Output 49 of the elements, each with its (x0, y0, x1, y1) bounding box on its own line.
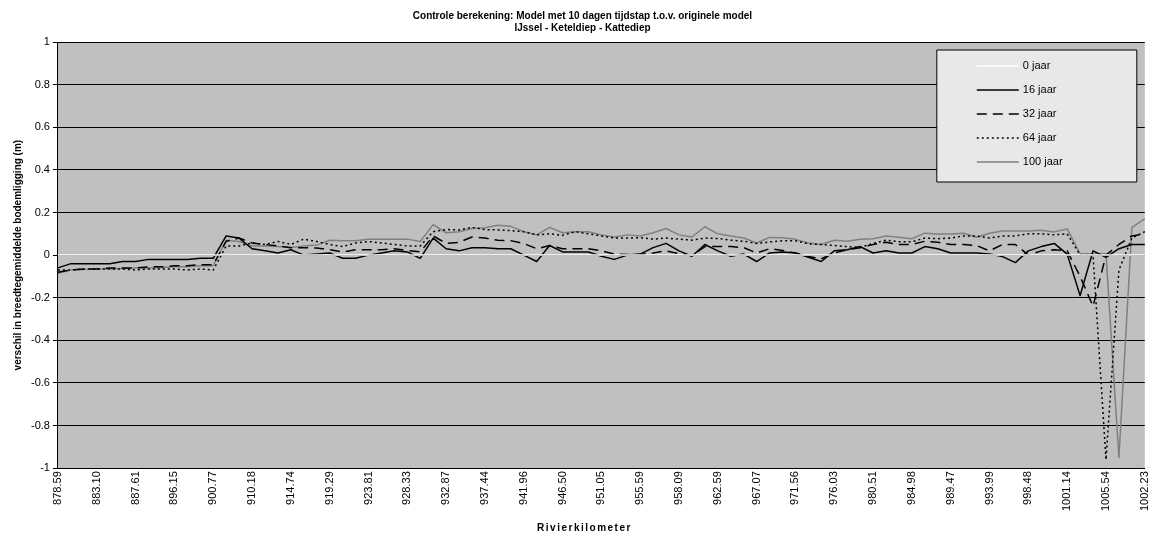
x-tick-label: 989.47 (943, 471, 956, 505)
y-tick-label: -0.8 (30, 418, 50, 431)
y-tick-label: -1 (40, 461, 50, 474)
x-tick-label: 976.03 (827, 471, 840, 505)
x-tick-label: 1005.54 (1099, 471, 1112, 511)
legend-label: 16 jaar (1022, 83, 1057, 96)
x-axis-title: Rivierkilometer (536, 522, 633, 533)
x-tick-label: 951.05 (594, 471, 607, 505)
legend-label: 64 jaar (1022, 131, 1057, 144)
y-tick-label: 0 (43, 248, 50, 261)
y-tick-label: 0.4 (34, 162, 50, 175)
x-tick-label: 958.09 (672, 471, 685, 505)
x-tick-label: 984.98 (904, 471, 917, 505)
x-tick-label: 993.99 (982, 471, 995, 505)
x-tick-label: 946.50 (555, 471, 568, 505)
x-tick-label: 928.33 (400, 471, 413, 505)
legend-label: 32 jaar (1022, 107, 1057, 120)
y-tick-label: 0.2 (34, 205, 50, 218)
x-tick-label: 955.59 (633, 471, 646, 505)
x-tick-label: 919.29 (322, 471, 335, 505)
y-tick-label: -0.6 (30, 376, 50, 389)
x-tick-label: 914.74 (283, 471, 296, 505)
x-tick-label: 896.15 (167, 471, 180, 505)
x-tick-label: 967.07 (749, 471, 762, 505)
x-tick-label: 900.77 (206, 471, 219, 505)
x-tick-label: 971.56 (788, 471, 801, 505)
x-tick-label: 883.10 (89, 471, 102, 505)
x-tick-label: 980.51 (866, 471, 879, 505)
x-tick-label: 937.44 (477, 471, 490, 505)
x-tick-label: 878.59 (50, 471, 63, 505)
chart-subtitle: IJssel - Keteldiep - Kattediep (514, 21, 651, 33)
x-tick-label: 887.61 (128, 471, 141, 505)
legend-label: 0 jaar (1022, 59, 1051, 72)
chart-title: Controle berekening: Model met 10 dagen tijdstap t.o.v. originele model (412, 9, 753, 21)
y-tick-label: 1 (43, 35, 50, 48)
x-tick-label: 962.59 (710, 471, 723, 505)
x-tick-label: 1001.14 (1060, 471, 1073, 511)
y-tick-label: -0.2 (30, 290, 50, 303)
y-tick-label: 0.8 (34, 77, 50, 90)
x-tick-label: 923.81 (361, 471, 374, 505)
y-tick-label: -0.4 (30, 333, 50, 346)
x-tick-label: 1002.23 (1137, 471, 1150, 511)
x-tick-label: 998.48 (1021, 471, 1034, 505)
x-tick-label: 932.87 (439, 471, 452, 505)
y-axis-title: verschil in breedtegemiddelde bodemligging (m) (11, 139, 23, 371)
y-tick-label: 0.6 (34, 120, 50, 133)
x-tick-label: 941.96 (516, 471, 529, 505)
x-tick-label: 910.18 (245, 471, 258, 505)
legend-label: 100 jaar (1022, 155, 1063, 168)
